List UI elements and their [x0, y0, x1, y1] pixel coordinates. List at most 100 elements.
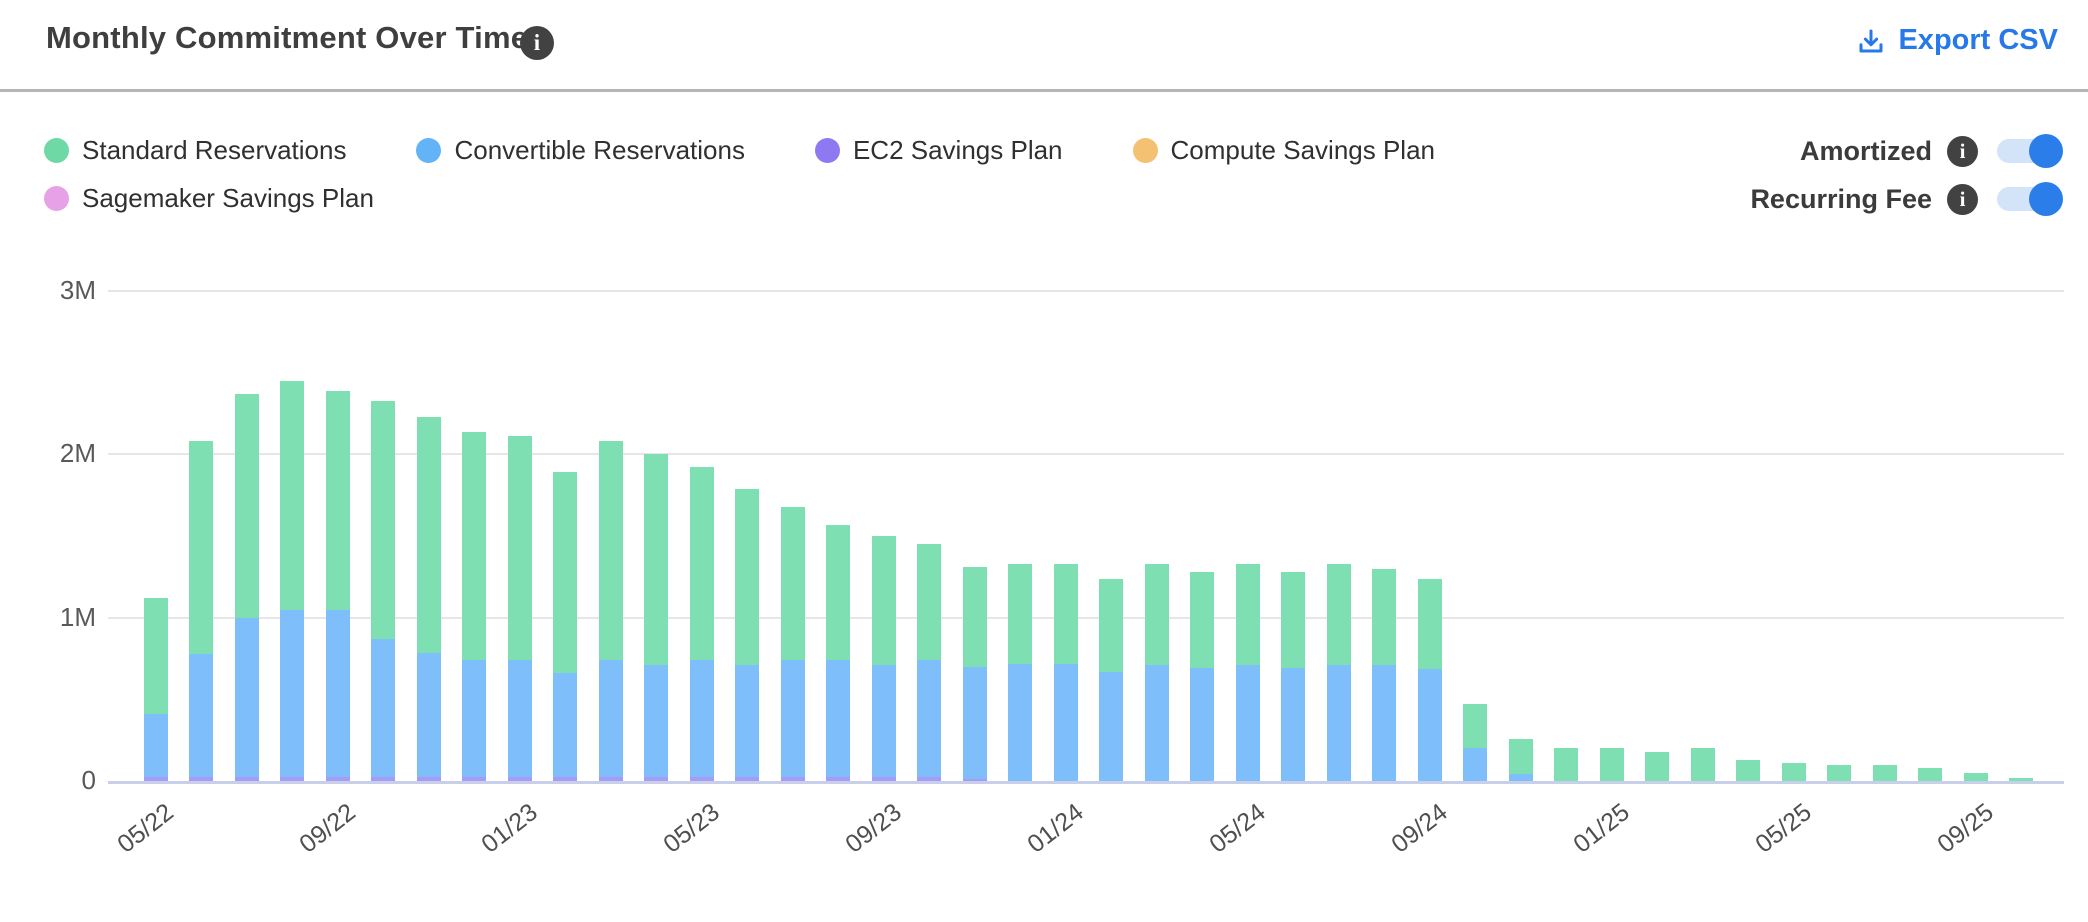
bar-06/25[interactable] — [1827, 764, 1851, 781]
chart-toggles: Amortized i Recurring Fee i — [1750, 134, 2063, 216]
amortized-info-icon[interactable]: i — [1947, 135, 1978, 167]
legend-label: EC2 Savings Plan — [852, 134, 1063, 165]
bar-07/22[interactable] — [234, 393, 259, 781]
x-axis-tick-01/24: 01/24 — [1022, 798, 1089, 859]
bar-segment-convertible-reservations — [280, 610, 304, 777]
bar-segment-standard-reservations — [1963, 773, 1988, 781]
bar-segment-standard-reservations — [1099, 578, 1123, 673]
bar-segment-standard-reservations — [1053, 563, 1078, 665]
bar-segment-convertible-reservations — [143, 714, 168, 777]
bar-06/23[interactable] — [735, 488, 759, 781]
chart-legend: Standard Reservations Convertible Reserva… — [44, 133, 1494, 215]
y-axis-tick-0: 0 — [81, 765, 96, 795]
legend-item-standard-reservations[interactable]: Standard Reservations — [44, 133, 346, 167]
bar-01/24[interactable] — [1053, 563, 1078, 781]
bar-segment-convertible-reservations — [371, 638, 395, 777]
bar-segment-standard-reservations — [507, 436, 532, 661]
bar-11/22[interactable] — [416, 416, 441, 781]
bar-segment-ec2-savings-plan — [598, 776, 623, 781]
bar-segment-standard-reservations — [371, 400, 395, 639]
bar-10/22[interactable] — [371, 400, 395, 781]
bar-05/22[interactable] — [143, 598, 168, 781]
legend-label: Compute Savings Plan — [1170, 134, 1435, 165]
amortized-switch[interactable] — [1997, 134, 2063, 168]
bar-segment-convertible-reservations — [1463, 748, 1487, 781]
recurring-fee-info-icon[interactable]: i — [1947, 183, 1978, 215]
x-axis-tick-09/22: 09/22 — [294, 798, 361, 859]
bar-05/24[interactable] — [1235, 563, 1260, 781]
bar-02/24[interactable] — [1099, 578, 1123, 781]
bar-segment-convertible-reservations — [598, 660, 623, 777]
legend-label: Convertible Reservations — [454, 134, 745, 165]
export-csv-label: Export CSV — [1898, 24, 2058, 56]
title-info-icon[interactable]: i — [520, 26, 554, 60]
bar-02/25[interactable] — [1645, 752, 1669, 781]
bar-10/25[interactable] — [2009, 778, 2033, 781]
bar-11/24[interactable] — [1508, 738, 1533, 781]
recurring-fee-switch[interactable] — [1997, 182, 2063, 216]
bar-segment-standard-reservations — [1508, 738, 1533, 775]
bar-segment-convertible-reservations — [507, 660, 532, 777]
bar-04/23[interactable] — [644, 454, 668, 781]
bar-12/23[interactable] — [1008, 563, 1032, 781]
bar-segment-standard-reservations — [280, 380, 304, 611]
bar-segment-standard-reservations — [644, 454, 668, 666]
legend-item-sagemaker-savings-plan[interactable]: Sagemaker Savings Plan — [44, 181, 374, 215]
x-axis-tick-05/24: 05/24 — [1204, 798, 1271, 859]
legend-dot — [44, 185, 69, 211]
bar-01/23[interactable] — [507, 436, 532, 781]
bar-segment-convertible-reservations — [1235, 665, 1260, 781]
bar-08/24[interactable] — [1372, 568, 1396, 781]
bar-03/24[interactable] — [1144, 563, 1169, 781]
bar-11/23[interactable] — [962, 567, 987, 781]
bar-07/24[interactable] — [1326, 563, 1351, 781]
x-axis-tick-05/22: 05/22 — [112, 798, 179, 859]
bar-08/23[interactable] — [826, 524, 850, 781]
bar-10/24[interactable] — [1463, 704, 1487, 781]
legend-item-ec2-savings-plan[interactable]: EC2 Savings Plan — [814, 133, 1063, 167]
x-axis-tick-01/23: 01/23 — [476, 798, 543, 859]
bar-02/23[interactable] — [553, 472, 577, 781]
bar-04/24[interactable] — [1190, 571, 1214, 781]
bar-03/25[interactable] — [1690, 748, 1715, 781]
bar-09/22[interactable] — [325, 390, 350, 781]
bar-12/22[interactable] — [462, 431, 486, 781]
bar-08/25[interactable] — [1918, 768, 1942, 781]
bar-06/22[interactable] — [189, 441, 213, 781]
bar-segment-standard-reservations — [1281, 571, 1305, 669]
legend-item-convertible-reservations[interactable]: Convertible Reservations — [416, 133, 745, 167]
bar-10/23[interactable] — [917, 544, 941, 781]
gridline-3M — [108, 290, 2064, 293]
bar-09/24[interactable] — [1417, 578, 1442, 781]
bar-segment-ec2-savings-plan — [735, 776, 759, 781]
bar-08/22[interactable] — [280, 380, 304, 781]
bar-segment-convertible-reservations — [1190, 668, 1214, 781]
export-csv-button[interactable]: Export CSV — [1856, 24, 2058, 57]
bar-segment-standard-reservations — [689, 467, 714, 661]
bar-segment-ec2-savings-plan — [280, 776, 304, 781]
bar-segment-convertible-reservations — [1144, 665, 1169, 781]
bar-06/24[interactable] — [1281, 571, 1305, 781]
recurring-fee-label: Recurring Fee — [1750, 183, 1932, 214]
bar-01/25[interactable] — [1599, 748, 1624, 781]
legend-item-compute-savings-plan[interactable]: Compute Savings Plan — [1132, 133, 1435, 167]
bar-05/23[interactable] — [689, 467, 714, 781]
bar-07/25[interactable] — [1872, 764, 1897, 781]
bar-05/25[interactable] — [1781, 762, 1806, 781]
header-divider — [0, 89, 2088, 92]
bar-09/25[interactable] — [1963, 773, 1988, 781]
bar-segment-convertible-reservations — [416, 652, 441, 777]
bar-07/23[interactable] — [780, 506, 805, 781]
bar-segment-standard-reservations — [1599, 748, 1624, 781]
bar-03/23[interactable] — [598, 441, 623, 781]
bar-09/23[interactable] — [871, 536, 896, 781]
bar-segment-standard-reservations — [2009, 778, 2033, 781]
bar-12/24[interactable] — [1554, 748, 1578, 781]
bar-segment-standard-reservations — [1326, 563, 1351, 666]
bar-segment-standard-reservations — [1690, 748, 1715, 781]
legend-dot — [416, 137, 442, 163]
bar-04/25[interactable] — [1736, 760, 1760, 781]
bar-segment-standard-reservations — [826, 524, 850, 661]
bar-segment-standard-reservations — [325, 390, 350, 611]
